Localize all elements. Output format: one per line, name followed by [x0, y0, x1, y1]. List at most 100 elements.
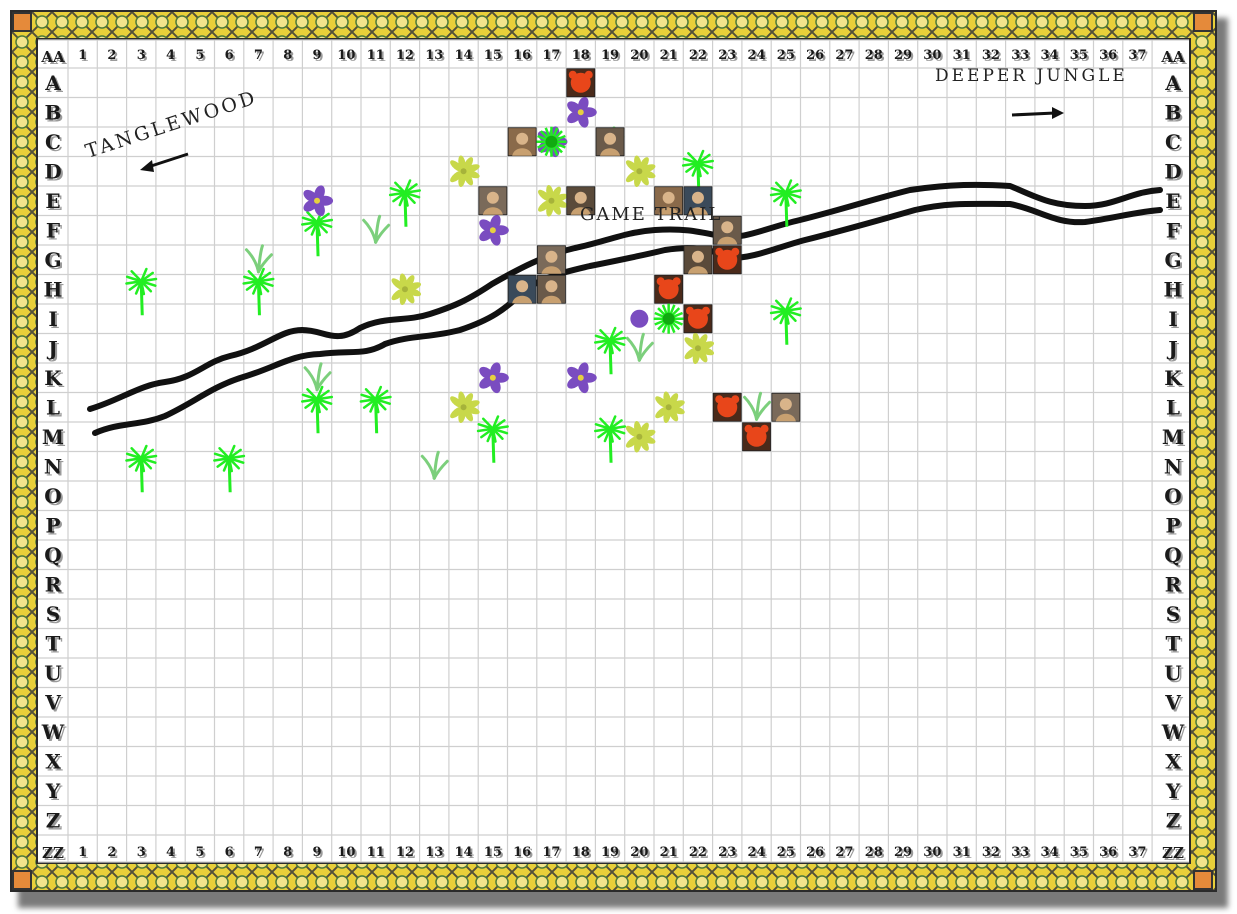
token-figure[interactable] [537, 245, 566, 275]
row-label-shadow: C [47, 132, 63, 156]
corner-tile-top-left [12, 12, 32, 32]
token-orchid-token[interactable] [630, 309, 649, 328]
row-label: R [45, 572, 62, 596]
token-red-creature[interactable] [742, 422, 771, 452]
row-label: M [1162, 425, 1184, 449]
row-label: O [44, 484, 61, 508]
row-label-shadow: H [46, 279, 65, 303]
row-label-shadow: V [1166, 692, 1183, 716]
bush-leaf [450, 160, 464, 172]
token-figure[interactable] [712, 215, 742, 245]
column-label-shadow: 29 [896, 847, 914, 862]
column-label: 9 [313, 845, 322, 860]
token-figure[interactable] [478, 186, 508, 216]
row-label: J [46, 336, 57, 360]
row-label-top: AA [1160, 48, 1185, 66]
token-red-creature[interactable] [683, 304, 713, 334]
token-red-creature[interactable] [712, 392, 742, 422]
column-label: 35 [1070, 48, 1088, 63]
row-label: R [1165, 572, 1182, 596]
token-figure[interactable] [683, 245, 713, 275]
row-label-top-shadow: AA [42, 50, 67, 68]
row-label-shadow: J [1168, 338, 1179, 362]
bush-icon [450, 391, 480, 424]
row-label-shadow: B [47, 102, 64, 126]
token-head [574, 191, 587, 204]
row-label: J [1166, 336, 1177, 360]
token-figure[interactable] [683, 186, 713, 216]
column-label-shadow: 6 [227, 847, 236, 862]
token-figure[interactable] [654, 186, 684, 216]
token-body [512, 148, 533, 156]
column-label-shadow: 27 [837, 847, 855, 862]
palm-frond [130, 270, 143, 283]
column-label: 12 [396, 845, 414, 860]
row-label: E [45, 189, 60, 213]
row-label-shadow: U [46, 663, 63, 687]
column-label: 2 [107, 48, 116, 63]
row-label: X [1165, 749, 1181, 773]
row-label-shadow: E [1167, 191, 1182, 215]
bush-icon [538, 184, 568, 217]
token-figure[interactable] [595, 127, 625, 157]
row-label-shadow: M [44, 427, 66, 451]
bush-leaf [463, 157, 474, 172]
column-label-shadow: 16 [515, 50, 533, 65]
column-label-shadow: 23 [720, 847, 738, 862]
row-label-shadow: O [1166, 486, 1183, 510]
token-figure[interactable] [771, 392, 801, 422]
creature-claw [568, 70, 577, 79]
row-label-shadow: P [1167, 515, 1182, 539]
column-label-shadow: 18 [574, 50, 592, 65]
row-label-shadow: U [1166, 663, 1183, 687]
column-label: 33 [1011, 845, 1029, 860]
column-label-shadow: 22 [691, 50, 709, 65]
row-label: E [1165, 189, 1180, 213]
token-figure[interactable] [537, 274, 566, 304]
creature-claw [656, 277, 665, 286]
orchid-petal [567, 101, 582, 114]
column-label-shadow: 15 [486, 50, 504, 65]
token-green-burst[interactable] [536, 126, 567, 157]
column-label: 10 [337, 845, 355, 860]
column-label: 21 [660, 48, 678, 63]
token-red-creature[interactable] [712, 245, 742, 275]
bush-leaf [655, 396, 669, 408]
token-head [604, 132, 617, 145]
game-trail [87, 181, 1163, 436]
orchid-petal [479, 228, 494, 242]
token-figure[interactable] [507, 274, 537, 304]
creature-body [717, 397, 738, 418]
row-label-shadow: M [1164, 427, 1186, 451]
token-body [541, 295, 562, 304]
palm-trunk [227, 460, 232, 493]
token-red-creature[interactable] [654, 274, 684, 304]
token-body [570, 207, 591, 215]
orchid-petal [314, 185, 325, 201]
token-figure[interactable] [507, 127, 537, 157]
token-red-creature[interactable] [566, 68, 596, 98]
row-label-bottom: ZZ [42, 844, 64, 862]
token-body [687, 266, 708, 274]
bush-leaf [405, 287, 422, 297]
row-label: D [44, 159, 61, 183]
bush-icon [625, 420, 656, 453]
column-label-shadow: 8 [285, 50, 294, 65]
palm-trunk [608, 342, 613, 375]
column-label: 25 [777, 48, 795, 63]
bush-center [636, 168, 643, 175]
column-label-shadow: 11 [369, 50, 387, 65]
row-label-shadow: O [46, 486, 63, 510]
vegetation [125, 96, 802, 493]
bush-leaf [698, 346, 715, 356]
column-label: 27 [835, 845, 853, 860]
orchid-icon [567, 96, 597, 128]
creature-body [746, 426, 767, 447]
token-green-burst[interactable] [653, 303, 684, 334]
token-figure[interactable] [566, 186, 596, 216]
column-label: 22 [689, 845, 707, 860]
row-label-shadow: L [1168, 397, 1182, 421]
deeper-jungle-arrow [1011, 111, 1056, 117]
creature-claw [731, 247, 740, 256]
